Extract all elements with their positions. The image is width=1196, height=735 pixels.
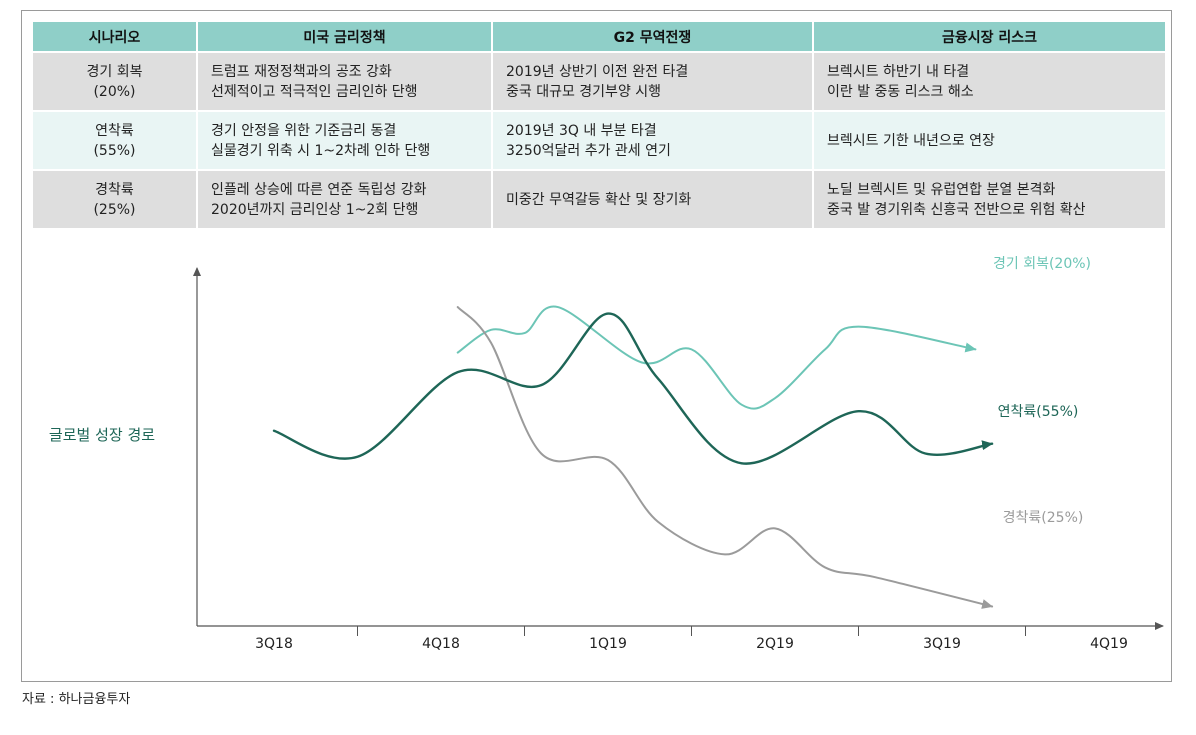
cell-line: 실물경기 위축 시 1~2차례 인하 단행 [211,142,431,159]
y-axis-label: 글로벌 성장 경로 [49,426,155,444]
header-rate-policy: 미국 금리정책 [198,22,493,51]
cell-line: 연착륙 [95,122,134,139]
cell-line: 이란 발 중동 리스크 해소 [827,83,974,100]
figure-frame [21,10,1172,682]
cell-line: 중국 대규모 경기부양 시행 [506,83,662,100]
header-market-risk: 금융시장 리스크 [814,22,1165,51]
cell-line: 노딜 브렉시트 및 유럽연합 분열 본격화 [827,181,1056,198]
annotation-recovery: 경기 회복(20%) [993,256,1091,272]
cell-trade-war: 2019년 3Q 내 부분 타결 3250억달러 추가 관세 연기 [493,110,814,169]
header-trade-war: G2 무역전쟁 [493,22,814,51]
table-row-hard-landing: 경착륙 (25%) 인플레 상승에 따른 연준 독립성 강화 2020년까지 금리인… [33,169,1165,228]
cell-line: 선제적이고 적극적인 금리인하 단행 [211,83,418,100]
cell-line: (20%) [93,83,136,100]
cell-scenario: 경기 회복 (20%) [33,51,198,110]
x-tick-label: 4Q18 [422,636,460,652]
cell-line: 2020년까지 금리인상 1~2회 단행 [211,201,419,218]
cell-line: 2019년 상반기 이전 완전 타결 [506,63,689,80]
cell-line: 트럼프 재정정책과의 공조 강화 [211,63,392,80]
cell-trade-war: 미중간 무역갈등 확산 및 장기화 [493,169,814,228]
series-line-recovery [456,305,977,410]
scenario-table: 시나리오 미국 금리정책 G2 무역전쟁 금융시장 리스크 경기 회복 (20%)… [33,22,1165,228]
x-tick-label: 3Q19 [923,636,961,652]
cell-scenario: 경착륙 (25%) [33,169,198,228]
cell-line: 브렉시트 기한 내년으로 연장 [827,132,995,149]
cell-line: 경기 회복 [86,63,143,80]
x-tick-label: 3Q18 [255,636,293,652]
x-tick-label: 2Q19 [756,636,794,652]
cell-line: 중국 발 경기위축 신흥국 전반으로 위험 확산 [827,201,1086,218]
series-lines [272,305,994,609]
series-line-hard-landing [456,306,994,609]
cell-line: 경기 안정을 위한 기준금리 동결 [211,122,397,139]
series-line-soft-landing [272,312,994,465]
annotation-soft-landing: 연착륙(55%) [998,404,1079,420]
cell-line: (25%) [93,201,136,218]
header-scenario: 시나리오 [33,22,198,51]
cell-line: 3250억달러 추가 관세 연기 [506,142,671,159]
cell-line: 2019년 3Q 내 부분 타결 [506,122,657,139]
cell-line: (55%) [93,142,136,159]
cell-market-risk: 브렉시트 기한 내년으로 연장 [814,110,1165,169]
x-tick-marks [357,626,1026,636]
source-note: 자료 : 하나금융투자 [22,692,131,707]
x-tick-labels: 3Q18 4Q18 1Q19 2Q19 3Q19 4Q19 [255,636,1128,652]
x-tick-label: 1Q19 [589,636,627,652]
cell-line: 인플레 상승에 따른 연준 독립성 강화 [211,181,427,198]
cell-scenario: 연착륙 (55%) [33,110,198,169]
x-tick-label: 4Q19 [1090,636,1128,652]
cell-line: 경착륙 [95,181,134,198]
table-header-row: 시나리오 미국 금리정책 G2 무역전쟁 금융시장 리스크 [33,22,1165,51]
annotation-hard-landing: 경착륙(25%) [1003,510,1084,526]
cell-rate-policy: 인플레 상승에 따른 연준 독립성 강화 2020년까지 금리인상 1~2회 단행 [198,169,493,228]
cell-line: 미중간 무역갈등 확산 및 장기화 [506,191,692,208]
cell-line: 브렉시트 하반기 내 타결 [827,63,970,80]
